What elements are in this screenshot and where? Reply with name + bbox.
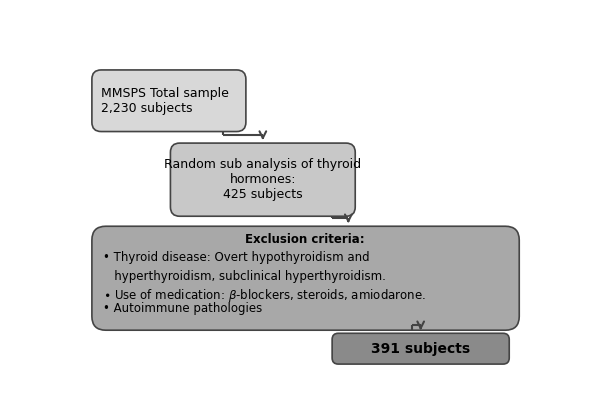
Text: $\bullet$ Use of medication: $\it{\beta}$-blockers, steroids, amiodarone.: $\bullet$ Use of medication: $\it{\beta}… — [103, 287, 425, 304]
Text: • Autoimmune pathologies: • Autoimmune pathologies — [103, 302, 262, 315]
FancyBboxPatch shape — [170, 143, 355, 216]
Text: 391 subjects: 391 subjects — [371, 342, 470, 356]
FancyBboxPatch shape — [92, 226, 519, 330]
Text: • Thyroid disease: Overt hypothyroidism and: • Thyroid disease: Overt hypothyroidism … — [103, 251, 369, 264]
FancyBboxPatch shape — [332, 333, 509, 364]
FancyBboxPatch shape — [92, 70, 246, 131]
Text: Exclusion criteria:: Exclusion criteria: — [245, 233, 365, 246]
Text: Random sub analysis of thyroid
hormones:
425 subjects: Random sub analysis of thyroid hormones:… — [164, 158, 362, 201]
Text: hyperthyroidism, subclinical hyperthyroidism.: hyperthyroidism, subclinical hyperthyroi… — [103, 270, 386, 283]
Text: MMSPS Total sample
2,230 subjects: MMSPS Total sample 2,230 subjects — [101, 87, 229, 115]
